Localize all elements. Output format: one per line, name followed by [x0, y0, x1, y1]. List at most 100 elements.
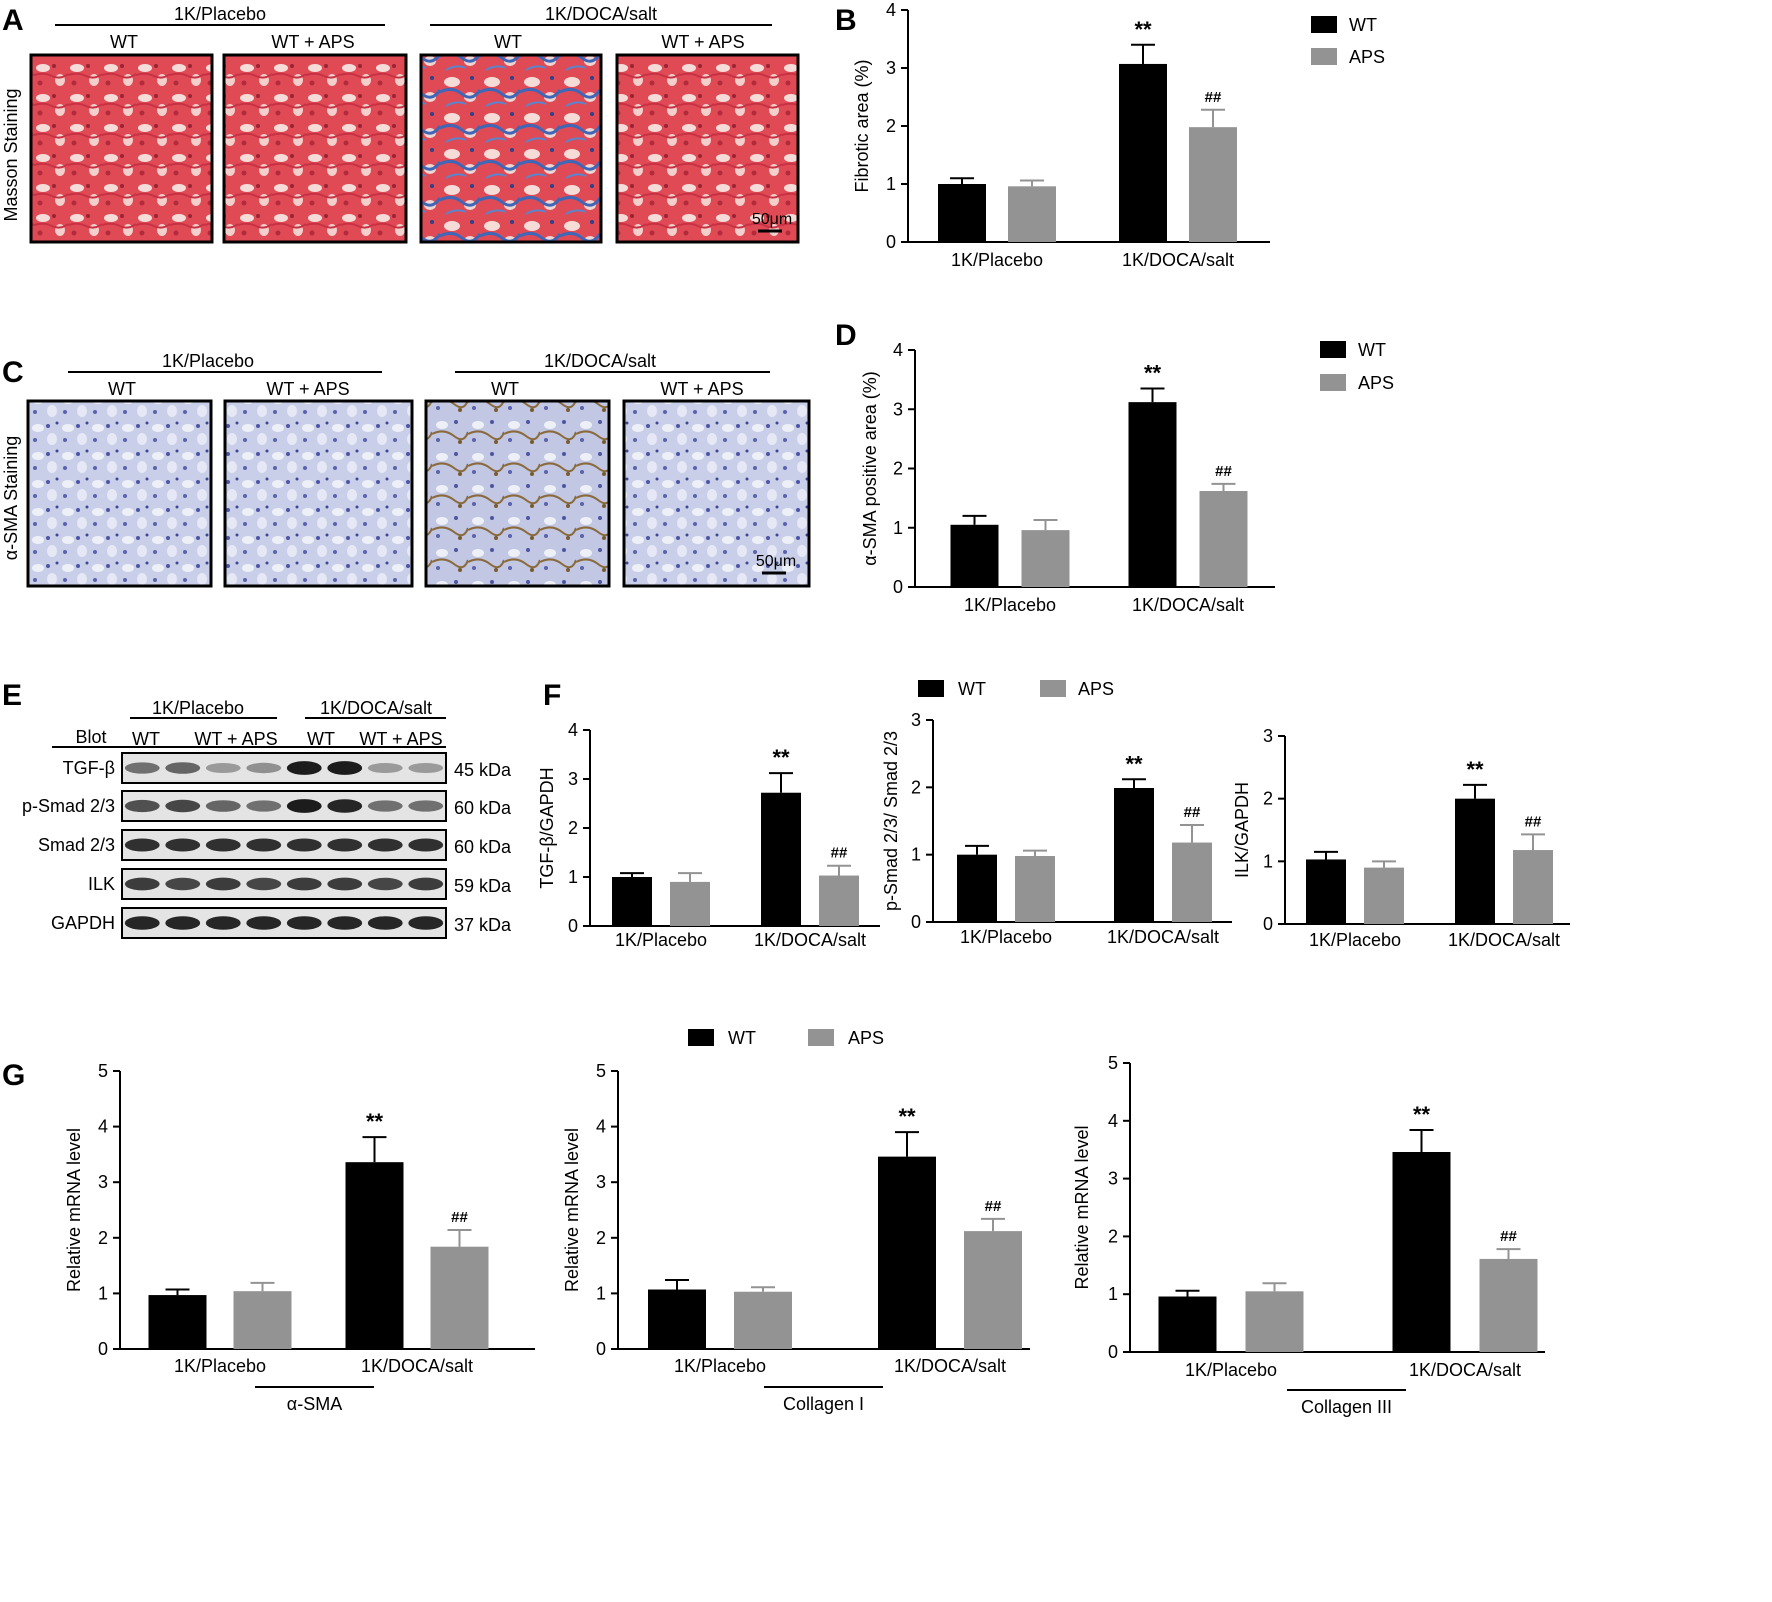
- y-axis-label: Relative mRNA level: [562, 1128, 582, 1292]
- significance-mark: **: [1466, 757, 1484, 782]
- category-label: 1K/Placebo: [1185, 1360, 1277, 1380]
- bar-aps-placebo: [1015, 856, 1055, 922]
- image-label: WT + APS: [266, 379, 349, 399]
- y-tick-label: 4: [568, 720, 578, 740]
- y-tick-label: 2: [568, 818, 578, 838]
- y-tick-label: 2: [893, 459, 903, 479]
- bar-aps-placebo: [1008, 186, 1056, 242]
- blot-band: [124, 762, 160, 774]
- group-label: 1K/Placebo: [152, 698, 244, 718]
- category-label: 1K/DOCA/salt: [1132, 595, 1244, 615]
- y-axis-label: ILK/GAPDH: [1232, 782, 1252, 878]
- image-label: WT + APS: [660, 379, 743, 399]
- group-label: 1K/DOCA/salt: [545, 4, 657, 24]
- y-tick-label: 1: [596, 1283, 606, 1303]
- panel-letter-c: C: [2, 356, 24, 389]
- y-axis-label: p-Smad 2/3/ Smad 2/3: [881, 731, 901, 911]
- blot-band: [165, 838, 201, 852]
- legend-d: WT APS: [1320, 340, 1394, 393]
- blot-band: [286, 877, 322, 891]
- bar-wt-placebo: [957, 854, 997, 922]
- scale-bar-label: 50μm: [756, 553, 796, 570]
- image-label: WT: [110, 32, 138, 52]
- image-label: WT + APS: [271, 32, 354, 52]
- group-label: 1K/DOCA/salt: [544, 351, 656, 371]
- blot-band: [246, 800, 282, 812]
- category-label: 1K/Placebo: [1309, 930, 1401, 950]
- row-label: α-SMA Staining: [1, 436, 21, 560]
- bar-wt-placebo: [1158, 1296, 1217, 1352]
- micrograph: [29, 53, 214, 244]
- blot-band: [165, 877, 201, 891]
- y-tick-label: 2: [1108, 1226, 1118, 1246]
- category-label: 1K/DOCA/salt: [894, 1356, 1006, 1376]
- blot-band: [246, 762, 282, 774]
- category-label: 1K/Placebo: [174, 1356, 266, 1376]
- y-tick-label: 1: [893, 518, 903, 538]
- y-axis-label: α-SMA positive area (%): [860, 371, 880, 565]
- category-label: 1K/DOCA/salt: [361, 1356, 473, 1376]
- blot-band: [165, 799, 201, 813]
- y-tick-label: 0: [893, 577, 903, 597]
- significance-mark: ##: [1525, 813, 1542, 830]
- kda-label: 37 kDa: [454, 915, 512, 935]
- scale-bar-label: 50μm: [752, 211, 792, 228]
- significance-mark: ##: [1205, 89, 1222, 106]
- y-tick-label: 3: [911, 710, 921, 730]
- significance-mark: ##: [1500, 1228, 1517, 1245]
- bar-wt-placebo: [648, 1289, 706, 1349]
- y-axis-label: TGF-β/GAPDH: [537, 767, 557, 888]
- bar-aps-placebo: [1364, 867, 1404, 924]
- significance-mark: **: [1144, 361, 1162, 386]
- y-tick-label: 3: [893, 399, 903, 419]
- y-tick-label: 1: [886, 174, 896, 194]
- y-axis-label: Relative mRNA level: [1072, 1125, 1092, 1289]
- bar-aps-placebo: [233, 1291, 292, 1349]
- category-label: 1K/Placebo: [615, 930, 707, 950]
- legend-label-wt: WT: [1349, 15, 1377, 35]
- bar-aps-doca: [964, 1231, 1022, 1349]
- y-tick-label: 0: [886, 232, 896, 252]
- lane-label: WT + APS: [194, 729, 277, 749]
- chart-sma-positive-area: 0 1 2 3 4 α-SMA positive area (%) 1K/Placebo 1K…: [860, 340, 1275, 615]
- y-tick-label: 2: [1263, 789, 1273, 809]
- blot-band: [165, 916, 201, 930]
- bar-wt-doca: [345, 1162, 404, 1349]
- y-tick-label: 5: [1108, 1053, 1118, 1073]
- y-tick-label: 2: [886, 116, 896, 136]
- panel-letter-d: D: [835, 319, 857, 352]
- significance-mark: ##: [451, 1209, 468, 1226]
- bar-aps-doca: [430, 1246, 489, 1349]
- blot-band: [124, 799, 160, 813]
- significance-mark: **: [1134, 17, 1152, 42]
- blot-band: [327, 799, 363, 813]
- chart-mrna-sma: 0 1 2 3 4 5 Relative mRNA level 1K/Placebo 1K/DO…: [64, 1061, 535, 1414]
- category-label: 1K/DOCA/salt: [1448, 930, 1560, 950]
- y-tick-label: 3: [886, 58, 896, 78]
- significance-mark: ##: [1184, 804, 1201, 821]
- bar-aps-doca: [1189, 127, 1237, 242]
- group-label: 1K/Placebo: [162, 351, 254, 371]
- bar-wt-doca: [1128, 402, 1177, 587]
- bar-aps-doca: [1199, 491, 1248, 587]
- significance-mark: ##: [985, 1198, 1002, 1215]
- bar-aps-doca: [1513, 850, 1553, 924]
- blot-band: [205, 838, 241, 852]
- group-label: 1K/DOCA/salt: [320, 698, 432, 718]
- protein-label: GAPDH: [51, 913, 115, 933]
- bar-wt-placebo: [1306, 859, 1346, 924]
- y-tick-label: 1: [98, 1283, 108, 1303]
- legend-label-aps: APS: [1078, 679, 1114, 699]
- bar-wt-placebo: [148, 1295, 207, 1349]
- y-tick-label: 0: [1263, 914, 1273, 934]
- y-tick-label: 0: [98, 1339, 108, 1359]
- blot-band: [205, 877, 241, 891]
- legend-label-wt: WT: [958, 679, 986, 699]
- blot-band: [205, 800, 241, 812]
- blot-band: [205, 916, 241, 930]
- panel-letter-g: G: [2, 1059, 25, 1092]
- blot-band: [205, 762, 241, 774]
- y-tick-label: 3: [596, 1172, 606, 1192]
- bar-wt-doca: [1392, 1152, 1451, 1352]
- blot-band: [327, 916, 363, 930]
